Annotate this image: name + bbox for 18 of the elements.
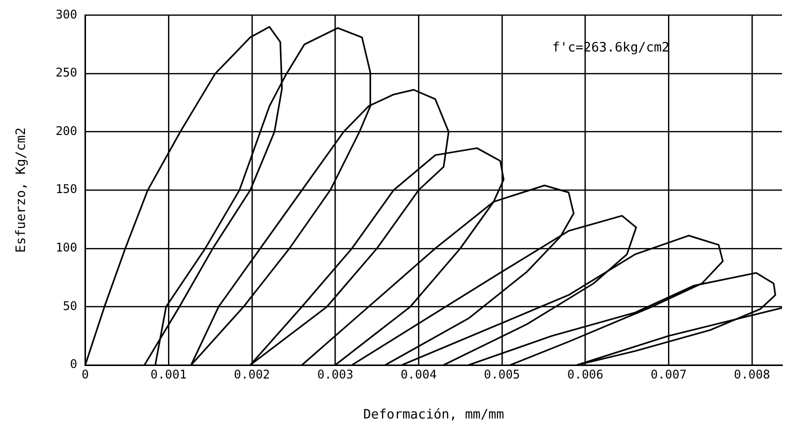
y-tick-label: 0	[70, 357, 78, 372]
y-tick-label: 100	[56, 240, 78, 255]
y-tick-label: 200	[56, 124, 78, 138]
x-tick-label: 0.004	[400, 367, 437, 382]
x-tick-label: 0.002	[234, 367, 270, 382]
x-tick-label: 0.008	[734, 367, 770, 382]
x-tick-label: 0.005	[484, 367, 520, 382]
x-tick-label: 0.003	[317, 367, 354, 382]
y-tick-label: 300	[56, 7, 78, 22]
y-tick-label: 250	[56, 66, 78, 80]
x-tick-label: 0.007	[650, 367, 687, 382]
x-tick-label: 0.006	[567, 367, 604, 382]
x-tick-label: 0	[82, 367, 89, 382]
x-axis-title: Deformación, mm/mm	[363, 408, 504, 423]
y-tick-label: 150	[56, 182, 78, 196]
y-tick-label: 50	[62, 298, 78, 313]
y-axis-title: Esfuerzo, Kg/cm2	[14, 127, 30, 253]
x-tick-label: 0.001	[150, 367, 187, 382]
